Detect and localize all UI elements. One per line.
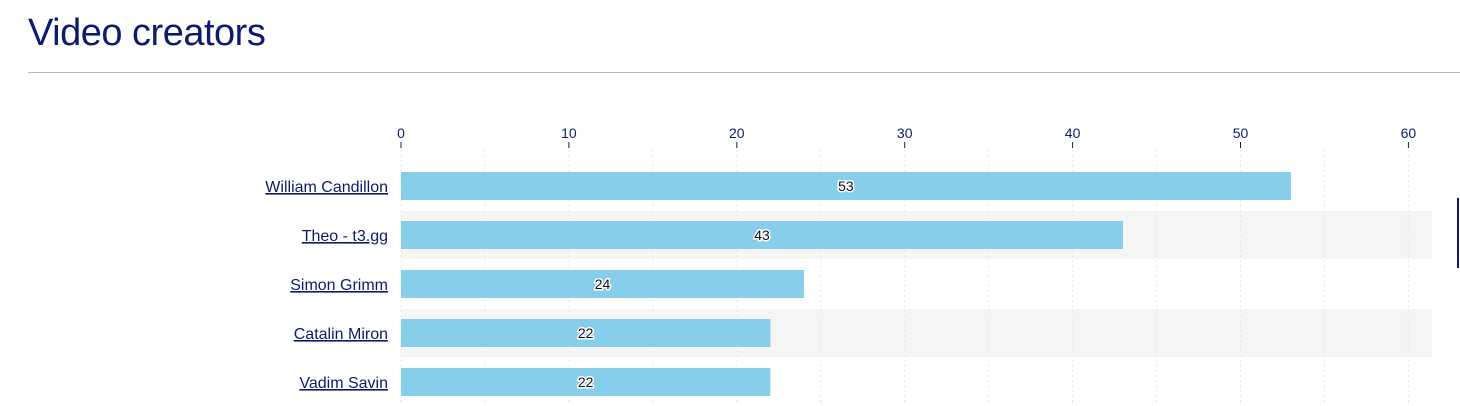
section-title: Video creators bbox=[28, 12, 266, 54]
x-tick-label: 60 bbox=[1401, 125, 1417, 141]
bar bbox=[401, 221, 1123, 249]
bar bbox=[401, 319, 771, 347]
x-tick-label: 40 bbox=[1065, 125, 1081, 141]
bar-value-label: 22 bbox=[578, 374, 594, 390]
title-divider bbox=[28, 72, 1460, 73]
bar-value-label: 53 bbox=[838, 178, 854, 194]
x-tick-label: 30 bbox=[897, 125, 913, 141]
bar bbox=[401, 368, 771, 396]
scroll-indicator[interactable] bbox=[1457, 198, 1459, 268]
bar-value-label: 24 bbox=[595, 276, 611, 292]
category-label-link[interactable]: Catalin Miron bbox=[294, 326, 388, 343]
x-tick-label: 10 bbox=[561, 125, 577, 141]
x-tick-label: 50 bbox=[1233, 125, 1249, 141]
category-label-link[interactable]: Simon Grimm bbox=[290, 277, 388, 294]
category-label-link[interactable]: Vadim Savin bbox=[299, 375, 388, 392]
bar bbox=[401, 172, 1291, 200]
category-label-link[interactable]: Theo - t3.gg bbox=[302, 228, 388, 245]
bar-value-label: 22 bbox=[578, 325, 594, 341]
bar bbox=[401, 270, 804, 298]
x-tick-label: 0 bbox=[397, 125, 405, 141]
category-label-link[interactable]: William Candillon bbox=[265, 179, 388, 196]
bar-value-label: 43 bbox=[754, 227, 770, 243]
x-tick-label: 20 bbox=[729, 125, 745, 141]
